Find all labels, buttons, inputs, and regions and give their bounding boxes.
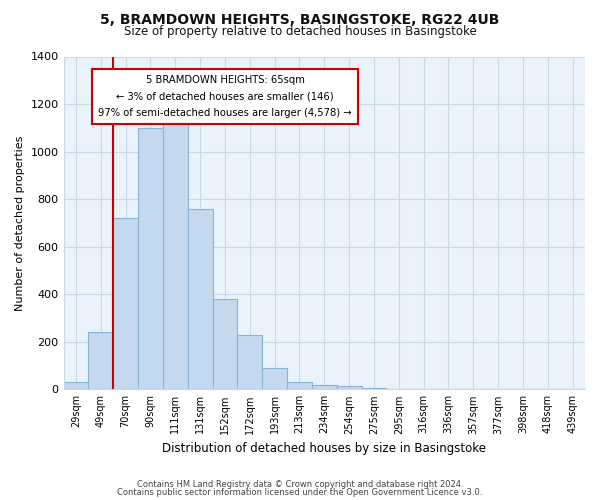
Text: Contains HM Land Registry data © Crown copyright and database right 2024.: Contains HM Land Registry data © Crown c… — [137, 480, 463, 489]
Text: 5, BRAMDOWN HEIGHTS, BASINGSTOKE, RG22 4UB: 5, BRAMDOWN HEIGHTS, BASINGSTOKE, RG22 4… — [100, 12, 500, 26]
Text: Contains public sector information licensed under the Open Government Licence v3: Contains public sector information licen… — [118, 488, 482, 497]
Bar — [138, 128, 163, 390]
Bar — [312, 384, 337, 390]
Bar — [212, 299, 238, 390]
Bar — [362, 388, 386, 390]
Bar — [262, 368, 287, 390]
Text: 5 BRAMDOWN HEIGHTS: 65sqm
← 3% of detached houses are smaller (146)
97% of semi-: 5 BRAMDOWN HEIGHTS: 65sqm ← 3% of detach… — [98, 75, 352, 118]
Text: Size of property relative to detached houses in Basingstoke: Size of property relative to detached ho… — [124, 25, 476, 38]
X-axis label: Distribution of detached houses by size in Basingstoke: Distribution of detached houses by size … — [162, 442, 486, 455]
Bar — [113, 218, 138, 390]
Bar — [386, 388, 411, 390]
Bar — [188, 208, 212, 390]
Bar — [238, 334, 262, 390]
Bar — [64, 382, 88, 390]
Bar — [163, 123, 188, 390]
Bar — [88, 332, 113, 390]
Y-axis label: Number of detached properties: Number of detached properties — [15, 135, 25, 310]
Bar — [287, 382, 312, 390]
Bar — [337, 386, 362, 390]
